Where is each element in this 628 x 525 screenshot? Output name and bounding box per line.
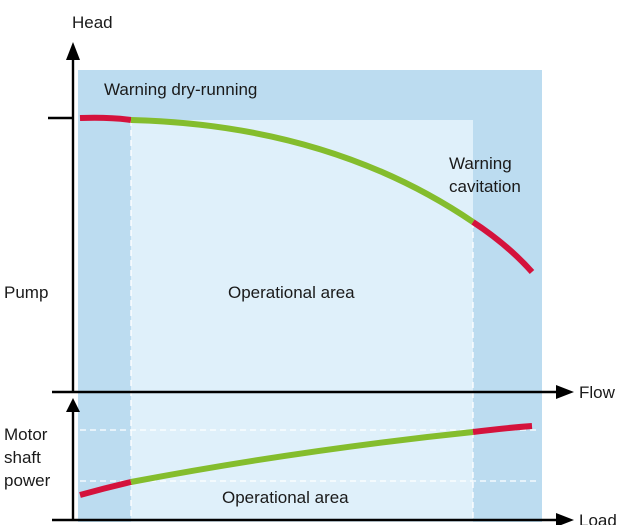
motor-power-label-line1: Motor (4, 425, 48, 444)
flow-axis-arrow (556, 385, 574, 399)
warning-dry-running-label: Warning dry-running (104, 80, 257, 99)
head-curve-cavitation-segment (471, 219, 535, 274)
load-axis-label: Load (579, 511, 617, 525)
power-curve-low-segment (79, 479, 132, 498)
head-curve-operational-segment (130, 117, 475, 225)
warning-cavitation-label-line1: Warning (449, 154, 512, 173)
operational-area-label-top: Operational area (228, 283, 355, 302)
head-curve-dry-running-segment (79, 114, 132, 123)
load-axis-arrow (556, 513, 574, 525)
power-curve-operational-segment (130, 429, 474, 485)
warning-cavitation-label-line2: cavitation (449, 177, 521, 196)
power-axis-arrow (66, 398, 80, 412)
motor-power-label-line2: shaft (4, 448, 41, 467)
motor-power-label-line3: power (4, 471, 51, 490)
operational-zone-top (131, 120, 473, 392)
head-axis-label: Head (72, 13, 113, 32)
axes (48, 58, 558, 522)
head-axis-arrow (66, 42, 80, 60)
dashed-guides (80, 120, 540, 520)
pump-label: Pump (4, 283, 48, 302)
operational-area-label-bottom: Operational area (222, 488, 349, 507)
flow-axis-label: Flow (579, 383, 616, 402)
power-curve-high-segment (472, 423, 533, 435)
operational-zone-bottom (131, 393, 473, 522)
